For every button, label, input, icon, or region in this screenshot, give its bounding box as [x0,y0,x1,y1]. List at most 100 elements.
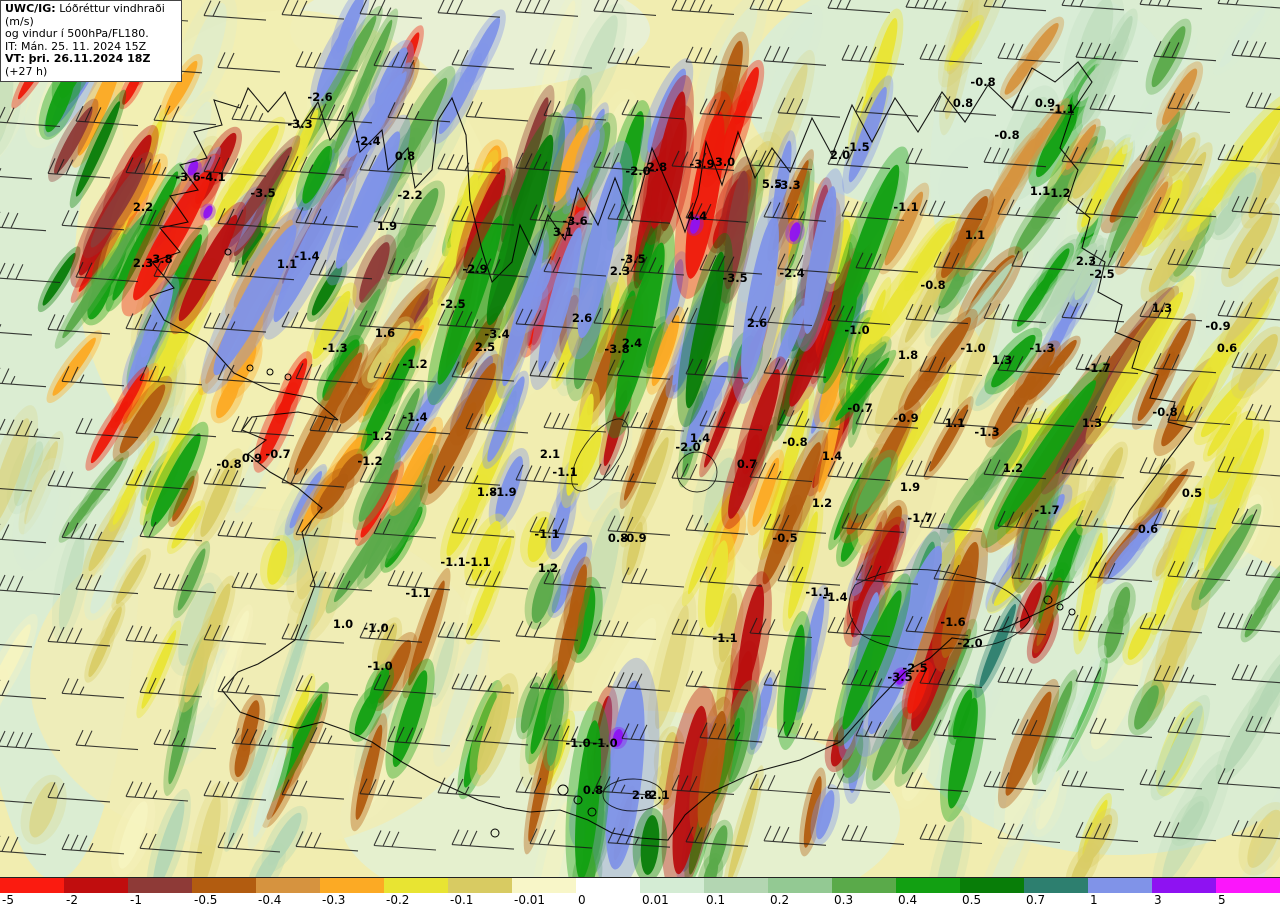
value-label: 1.9 [377,219,397,233]
colorbar-band [0,877,1280,894]
value-label: 0.9 [1035,96,1055,110]
value-label: -0.8 [920,278,945,292]
value-label: -0.8 [216,457,241,471]
value-label: -0.7 [847,401,872,415]
value-label: -1.0 [592,736,617,750]
title-box: UWC/IG: Lóðréttur vindhraði (m/s) og vin… [0,0,182,82]
value-label: -2.6 [307,90,332,104]
value-label: -0.8 [970,75,995,89]
value-label: -2.4 [779,266,804,280]
colorbar-tick: -0.4 [258,893,282,907]
colorbar-tick: -0.5 [194,893,218,907]
colorbar-tick: -2 [66,893,78,907]
value-label: 1.8 [477,485,497,499]
colorbar-cell [448,878,512,894]
colorbar-cell [704,878,768,894]
value-label: -1.6 [940,615,965,629]
value-label: 1.2 [1003,461,1023,475]
value-label: 4.4 [687,209,707,223]
title-line-1: UWC/IG: Lóðréttur vindhraði (m/s) [5,2,177,28]
value-label: -2.9 [462,262,487,276]
value-label: 2.4 [622,336,642,350]
value-label: -1.3 [1029,341,1054,355]
colorbar-cell [960,878,1024,894]
value-label: -1.0 [363,621,388,635]
colorbar-cell [512,878,576,894]
colorbar-cell [1216,878,1280,894]
value-label: -4.1 [200,170,225,184]
value-labels-layer: -2.6-3.3-2.40.8-3.6 -4.1-3.5 -2.21.92.2-3.… [133,75,1237,802]
value-label: -1.0 [565,736,590,750]
value-label: -2.0 [957,636,982,650]
value-label: 1.8 [898,348,918,362]
colorbar-tick: -1 [130,893,142,907]
colorbar-tick: 3 [1154,893,1162,907]
value-label: -1.2 [402,357,427,371]
valid-time-line: VT: þri. 26.11.2024 18Z (+27 h) [5,52,177,78]
value-label: -1.4 [402,410,427,424]
value-label: -1.4 [822,590,847,604]
value-label: 0.5 [1182,486,1202,500]
value-label: 1.6 [375,326,395,340]
value-label: 0.6 [1138,522,1158,536]
value-label: -2.0 [625,164,650,178]
product-agency: UWC/IG: [5,2,56,15]
value-label: 1.1 [1030,184,1050,198]
title-line-2: og vindur í 500hPa/FL180. [5,27,149,40]
valid-time-offset: (+27 h) [5,64,48,78]
colorbar-tick: 0 [578,893,586,907]
value-label: -3.3 [287,117,312,131]
value-label: -1.4 [294,249,319,263]
value-label: -3.5 [620,252,645,266]
product-name: Lóðréttur vindhraði (m/s) [5,2,165,28]
value-label: -0.7 [265,447,290,461]
value-label: 0.9 [242,451,262,465]
value-label: -3.8 [604,342,629,356]
colorbar-cell [576,878,640,894]
value-label: -1.1 [712,631,737,645]
value-label: -1.1 [1049,102,1074,116]
value-label: 3.1 [553,225,573,239]
value-label: -1.1 [805,585,830,599]
value-label: -2.5 [440,297,465,311]
value-label: -3.4 [484,327,509,341]
value-label: -1.1 [893,200,918,214]
value-label: 2.6 [572,311,592,325]
value-label: 1.3 [992,353,1012,367]
colorbar-tick: -0.3 [322,893,346,907]
value-label: -1.5 [844,140,869,154]
value-label: -3.5 [887,670,912,684]
value-label: -3.3 [775,178,800,192]
value-label: 1.4 [822,449,842,463]
value-label: 0.8 [608,531,628,545]
value-label: 2.2 [133,200,153,214]
value-label: -1.7 [907,511,932,525]
colorbar-legend: -5 -2 -1 -0.5 -0.4 -0.3 -0.2 -0.1 -0.01 0 0.01 0.1 0… [0,877,1280,908]
colorbar-tick: 5 [1218,893,1226,907]
value-label: 0.8 [583,783,603,797]
value-label: -0.5 [772,531,797,545]
value-label: -2.2 [397,188,422,202]
colorbar-cell [64,878,128,894]
value-label: -0.9 [893,411,918,425]
colorbar-tick: -0.01 [514,893,546,907]
value-label: 1.9 [900,480,920,494]
value-label: -1.2 [1045,186,1070,200]
colorbar-cell [1152,878,1216,894]
colorbar-tick: 0.01 [642,893,669,907]
value-label: -1.1 [405,586,430,600]
value-label: 1.2 [812,496,832,510]
colorbar-cell [896,878,960,894]
colorbar-tick: 0.4 [898,893,918,907]
colorbar-cell [0,878,64,894]
value-label: 0.6 [1217,341,1237,355]
value-label: -3.9 [689,157,714,171]
value-label: -2.4 [355,134,380,148]
value-label: 1.2 [538,561,558,575]
value-label: -1.1 [465,555,490,569]
value-label: 5.5 [762,177,782,191]
value-label: 2.5 [475,340,495,354]
